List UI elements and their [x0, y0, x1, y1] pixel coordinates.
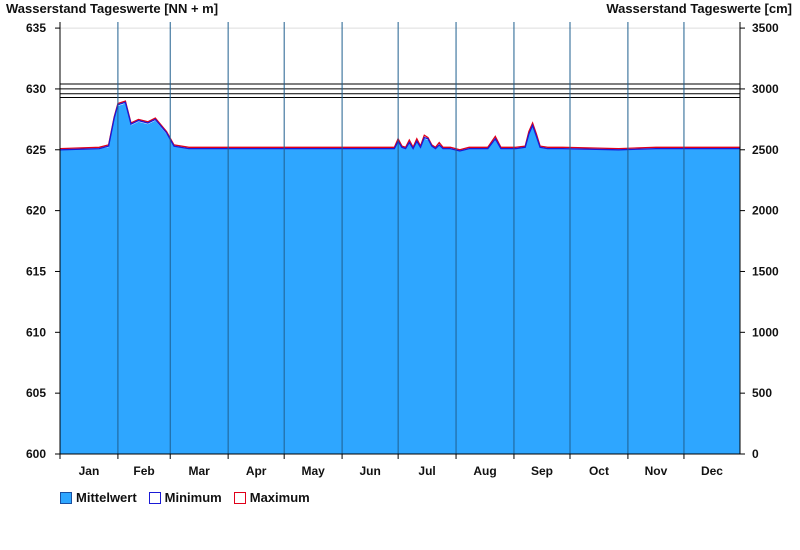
- x-tick-label-jun: Jun: [359, 464, 380, 478]
- x-tick-label-aug: Aug: [473, 464, 496, 478]
- legend-item-mittelwert: Mittelwert: [60, 490, 137, 505]
- y-tick-label-left-610: 610: [26, 325, 46, 339]
- y-tick-label-left-600: 600: [26, 447, 46, 461]
- x-tick-label-feb: Feb: [133, 464, 154, 478]
- x-tick-label-may: May: [301, 464, 325, 478]
- legend-item-maximum: Maximum: [233, 490, 310, 505]
- legend-label-minimum: Minimum: [164, 490, 222, 505]
- x-tick-label-jul: Jul: [418, 464, 435, 478]
- y-tick-label-left-605: 605: [26, 386, 46, 400]
- y-tick-label-right-2500: 2500: [752, 143, 779, 157]
- y-tick-label-left-635: 635: [26, 21, 46, 35]
- legend: Mittelwert Minimum Maximum: [60, 490, 310, 505]
- legend-swatch-mittelwert: [60, 491, 72, 504]
- y-tick-label-left-630: 630: [26, 82, 46, 96]
- y-tick-label-right-0: 0: [752, 447, 759, 461]
- series-maximum-line: [59, 100, 740, 151]
- legend-swatch-maximum: [233, 491, 246, 504]
- y-tick-label-right-1000: 1000: [752, 325, 779, 339]
- legend-item-minimum: Minimum: [148, 490, 222, 505]
- y-tick-label-left-615: 615: [26, 264, 46, 278]
- y-tick-label-right-3000: 3000: [752, 82, 779, 96]
- x-tick-label-jan: Jan: [79, 464, 100, 478]
- x-tick-label-oct: Oct: [589, 464, 609, 478]
- legend-swatch-minimum: [148, 491, 161, 504]
- x-tick-label-mar: Mar: [189, 464, 211, 478]
- series-minimum-line: [59, 101, 740, 152]
- legend-label-mittelwert: Mittelwert: [76, 490, 137, 505]
- y-tick-label-right-500: 500: [752, 386, 772, 400]
- y-axis-label-right: Wasserstand Tageswerte [cm]: [606, 1, 792, 16]
- y-tick-label-right-3500: 3500: [752, 21, 779, 35]
- x-tick-label-nov: Nov: [645, 464, 668, 478]
- y-tick-label-right-1500: 1500: [752, 264, 779, 278]
- x-tick-label-apr: Apr: [246, 464, 267, 478]
- y-tick-label-left-625: 625: [26, 143, 46, 157]
- y-axis-label-left: Wasserstand Tageswerte [NN + m]: [6, 1, 219, 16]
- legend-label-maximum: Maximum: [249, 490, 310, 505]
- x-tick-label-sep: Sep: [531, 464, 553, 478]
- series-mittelwert-area: [60, 103, 740, 454]
- x-tick-label-dec: Dec: [701, 464, 723, 478]
- y-tick-label-left-620: 620: [26, 204, 46, 218]
- y-tick-label-right-2000: 2000: [752, 204, 779, 218]
